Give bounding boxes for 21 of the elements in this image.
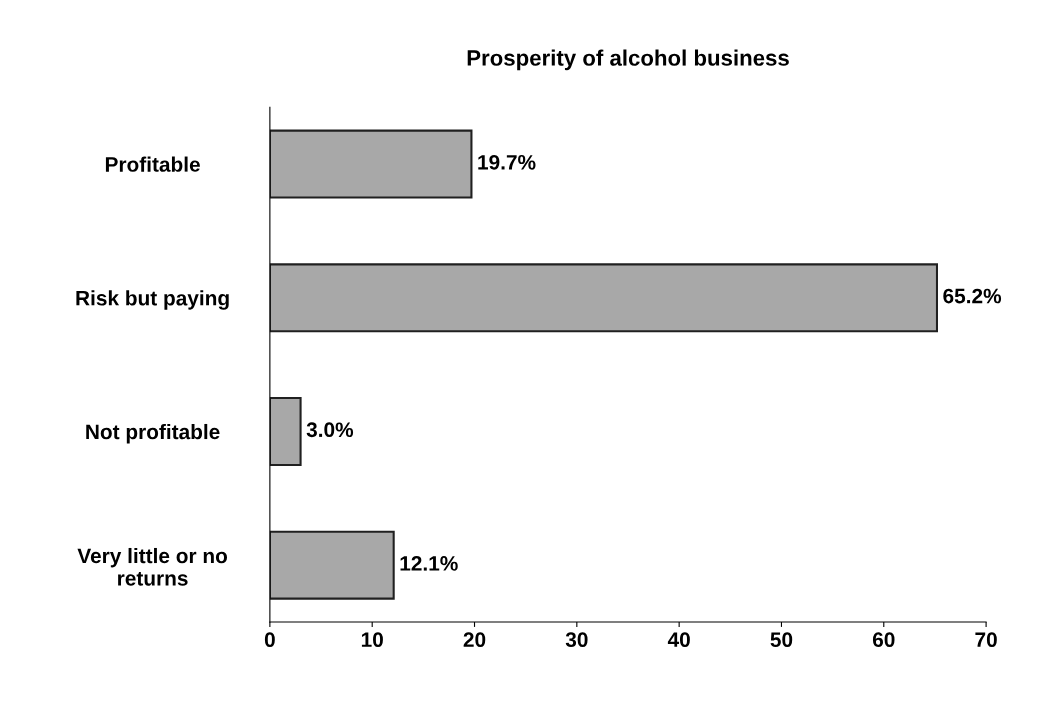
x-tick-label: 20 — [463, 632, 486, 648]
y-tick-label: Risk but paying — [76, 290, 229, 310]
x-tick-label: 0 — [264, 632, 275, 648]
bar — [269, 129, 473, 199]
data-label: 12.1% — [400, 556, 458, 571]
x-tick-label: 40 — [667, 632, 690, 648]
x-tick-label: 70 — [975, 632, 997, 648]
x-tick-label: 60 — [872, 632, 895, 648]
x-tick-label: 30 — [565, 632, 588, 648]
bar — [269, 530, 395, 600]
data-label: 65.2% — [943, 288, 1002, 304]
y-tick-label: Not profitable — [86, 423, 220, 444]
chart-title: Prosperity of alcohol business — [467, 49, 789, 71]
data-label: 3.0% — [306, 422, 354, 438]
bar — [269, 397, 302, 466]
data-label: 19.7% — [478, 154, 536, 170]
bar — [269, 263, 939, 333]
x-tick-label: 50 — [770, 632, 793, 648]
x-tick-label: 10 — [361, 632, 383, 648]
y-tick-label: Very little or no returns — [77, 547, 228, 586]
y-tick-label: Profitable — [105, 156, 200, 172]
